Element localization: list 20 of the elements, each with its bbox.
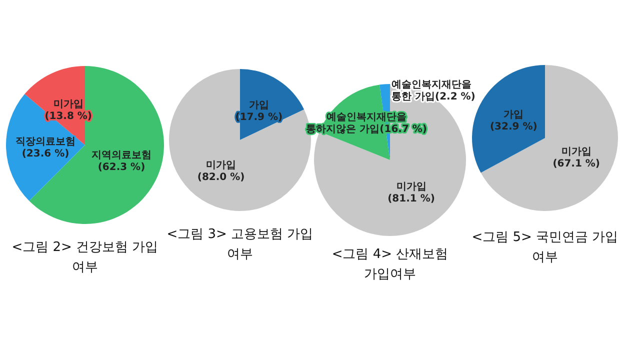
text: <그림 5> 국민연금 가입 여부 — [470, 229, 620, 267]
slice-label: 미가입 — [561, 146, 592, 158]
data-label: (32.9 %) — [490, 121, 538, 132]
data-label: (23.6 %) — [22, 148, 70, 160]
pie-slice — [480, 65, 618, 211]
text: <그림 3> 고용보험 가입여부 — [166, 226, 314, 264]
slice-label: 예술인복지재단을 통한 가입(2.2 %) — [392, 80, 476, 103]
slice-label: 지역의료보험 — [92, 150, 152, 162]
data-label: (81.1 %) — [388, 193, 435, 204]
slice-label: 미가입 — [396, 181, 426, 192]
data-label: (67.1 %) — [552, 158, 600, 170]
slice-label: 직장의료보험 — [16, 136, 76, 148]
text: <그림 2> 건강보험 가입 여부 — [10, 239, 160, 277]
slice-label: 미가입 — [53, 99, 84, 110]
slice-label: 가입 — [504, 109, 524, 120]
data-label: (62.3 %) — [98, 162, 146, 174]
slice-label: 가입 — [248, 100, 269, 111]
slice-label: 미가입 — [206, 160, 236, 172]
text: <그림 4> 산재보험 가입여부 — [330, 246, 450, 284]
data-label: (82.0 %) — [197, 172, 245, 184]
